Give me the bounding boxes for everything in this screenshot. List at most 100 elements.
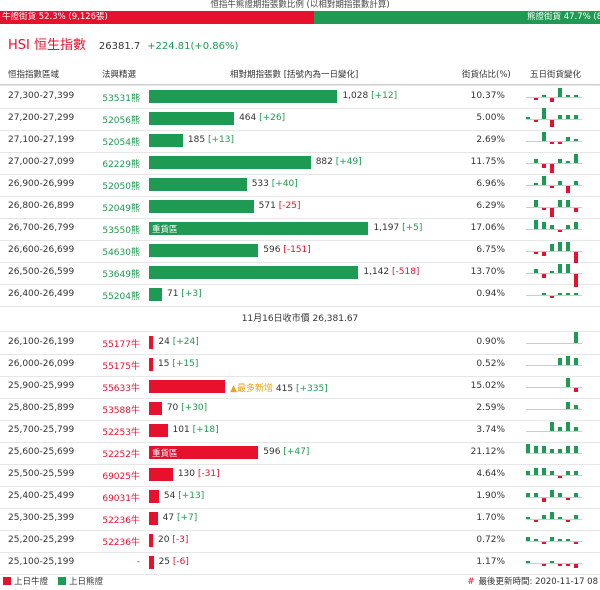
- warrant-code[interactable]: 53649熊: [102, 270, 140, 280]
- contracts-bar: [149, 512, 158, 525]
- five-day-sparkline: [526, 241, 582, 263]
- legend-bull-label: 上日牛證: [14, 577, 49, 587]
- table-row: 26,100-26,199 55177牛 24 [+24] 0.90%: [0, 332, 600, 355]
- sparkline-bar: [542, 274, 546, 279]
- sparkline-bar: [542, 132, 546, 141]
- range-label: 26,500-26,599: [8, 267, 75, 277]
- warrant-code[interactable]: 53531熊: [102, 94, 140, 104]
- table-row: 26,700-26,799 53550熊 重貨區 1,197 [+5] 17.06%: [0, 218, 600, 241]
- sparkline-bar: [558, 564, 562, 567]
- five-day-sparkline: [526, 197, 582, 217]
- sparkline-bar: [566, 538, 570, 541]
- sparkline-baseline: [526, 431, 582, 432]
- contracts-change: [+15]: [172, 359, 199, 369]
- range-label: 27,000-27,099: [8, 157, 75, 167]
- warrant-code[interactable]: 55175牛: [102, 362, 140, 372]
- close-price-row: 11月16日收市價 26,381.67: [0, 307, 600, 332]
- sparkline-bar: [558, 426, 562, 431]
- sparkline-bar: [550, 186, 554, 189]
- warrant-code[interactable]: 62229熊: [102, 160, 140, 170]
- contracts-bar: 重貨區: [149, 222, 369, 235]
- warrant-code[interactable]: 53588牛: [102, 406, 140, 416]
- sparkline-bar: [550, 120, 554, 127]
- warrant-code[interactable]: 52056熊: [102, 116, 140, 126]
- warrant-code[interactable]: 69031牛: [102, 494, 140, 504]
- sparkline-bar: [550, 448, 554, 453]
- heavy-zone-tag: 重貨區: [152, 225, 178, 235]
- sparkline-bar: [542, 164, 546, 169]
- contracts-change: [+7]: [176, 513, 198, 523]
- range-label: 26,800-26,899: [8, 201, 75, 211]
- sparkline-bar: [566, 498, 570, 501]
- sparkline-bar: [526, 444, 530, 453]
- sparkline-bar: [574, 154, 578, 163]
- sparkline-baseline: [526, 475, 582, 476]
- contracts-number: 1,142: [363, 267, 390, 277]
- sparkline-bar: [566, 94, 570, 97]
- contracts-bar: [149, 200, 254, 213]
- contracts-value: 25 [-6]: [159, 557, 189, 567]
- contracts-number: 1,028: [342, 91, 369, 101]
- sparkline-bar: [574, 388, 578, 393]
- warrant-code[interactable]: 52236牛: [102, 538, 140, 548]
- table-row: 27,000-27,099 62229熊 882 [+49] 11.75%: [0, 152, 600, 175]
- contracts-bar: [149, 358, 153, 371]
- warrant-code[interactable]: -: [136, 557, 140, 567]
- contracts-bar: [149, 90, 338, 103]
- contracts-value: 101 [+18]: [173, 425, 219, 435]
- street-pct: 1.90%: [476, 491, 505, 501]
- warrant-code[interactable]: 54630熊: [102, 248, 140, 258]
- sparkline-bar: [550, 296, 554, 299]
- warrant-code[interactable]: 52049熊: [102, 204, 140, 214]
- sparkline-baseline: [526, 541, 582, 542]
- table-row: 25,300-25,399 52236牛 47 [+7] 1.70%: [0, 508, 600, 531]
- hot-label: 最多新增: [237, 384, 274, 394]
- contracts-change: [+40]: [271, 179, 298, 189]
- contracts-number: 101: [172, 425, 190, 435]
- table-row: 26,600-26,699 54630熊 596 [-151] 6.75%: [0, 240, 600, 263]
- sparkline-bar: [534, 220, 538, 229]
- contracts-number: 464: [239, 113, 257, 123]
- warrant-code[interactable]: 53550熊: [102, 226, 140, 236]
- sparkline-baseline: [526, 207, 582, 208]
- contracts-value: 71 [+3]: [167, 289, 202, 299]
- range-label: 26,700-26,799: [8, 223, 75, 233]
- range-label: 25,600-25,699: [8, 447, 75, 457]
- sparkline-bar: [566, 114, 570, 119]
- warrant-code[interactable]: 52050熊: [102, 182, 140, 192]
- contracts-number: 596: [263, 245, 281, 255]
- sparkline-baseline: [526, 163, 582, 164]
- hot-marker: ▲最多新增: [230, 384, 273, 394]
- contracts-number: 54: [163, 491, 176, 501]
- sparkline-bar: [566, 402, 570, 409]
- contracts-bar: 重貨區: [149, 446, 259, 459]
- sparkline-bar: [574, 404, 578, 409]
- contracts-change: [+335]: [295, 384, 328, 394]
- warrant-code[interactable]: 55177牛: [102, 340, 140, 350]
- five-day-sparkline: [526, 355, 582, 375]
- warrant-code[interactable]: 52252牛: [102, 450, 140, 460]
- table-row: 25,400-25,499 69031牛 54 [+13] 1.90%: [0, 486, 600, 509]
- contracts-bar: [149, 336, 154, 349]
- warrant-code[interactable]: 69025牛: [102, 472, 140, 482]
- warrant-code[interactable]: 52236牛: [102, 516, 140, 526]
- contracts-change: [+18]: [192, 425, 219, 435]
- heavy-zone-tag: 重貨區: [152, 449, 178, 459]
- contracts-change: [-518]: [392, 267, 420, 277]
- five-day-sparkline: [526, 219, 582, 239]
- range-label: 25,300-25,399: [8, 513, 75, 523]
- warrant-code[interactable]: 55204熊: [102, 292, 140, 302]
- contracts-change: [+30]: [181, 403, 208, 413]
- warrant-code[interactable]: 52253牛: [102, 428, 140, 438]
- range-label: 25,800-25,899: [8, 403, 75, 413]
- contracts-number: 15: [158, 359, 170, 369]
- contracts-bar: [149, 288, 163, 301]
- sparkline-bar: [526, 536, 530, 541]
- sparkline-bar: [566, 242, 570, 251]
- sparkline-bar: [558, 180, 562, 185]
- sparkline-bar: [566, 446, 570, 453]
- header-code: 法興精選: [102, 70, 137, 80]
- warrant-code[interactable]: 52054熊: [102, 138, 140, 148]
- warrant-code[interactable]: 55633牛: [102, 384, 140, 394]
- sparkline-bar: [534, 158, 538, 163]
